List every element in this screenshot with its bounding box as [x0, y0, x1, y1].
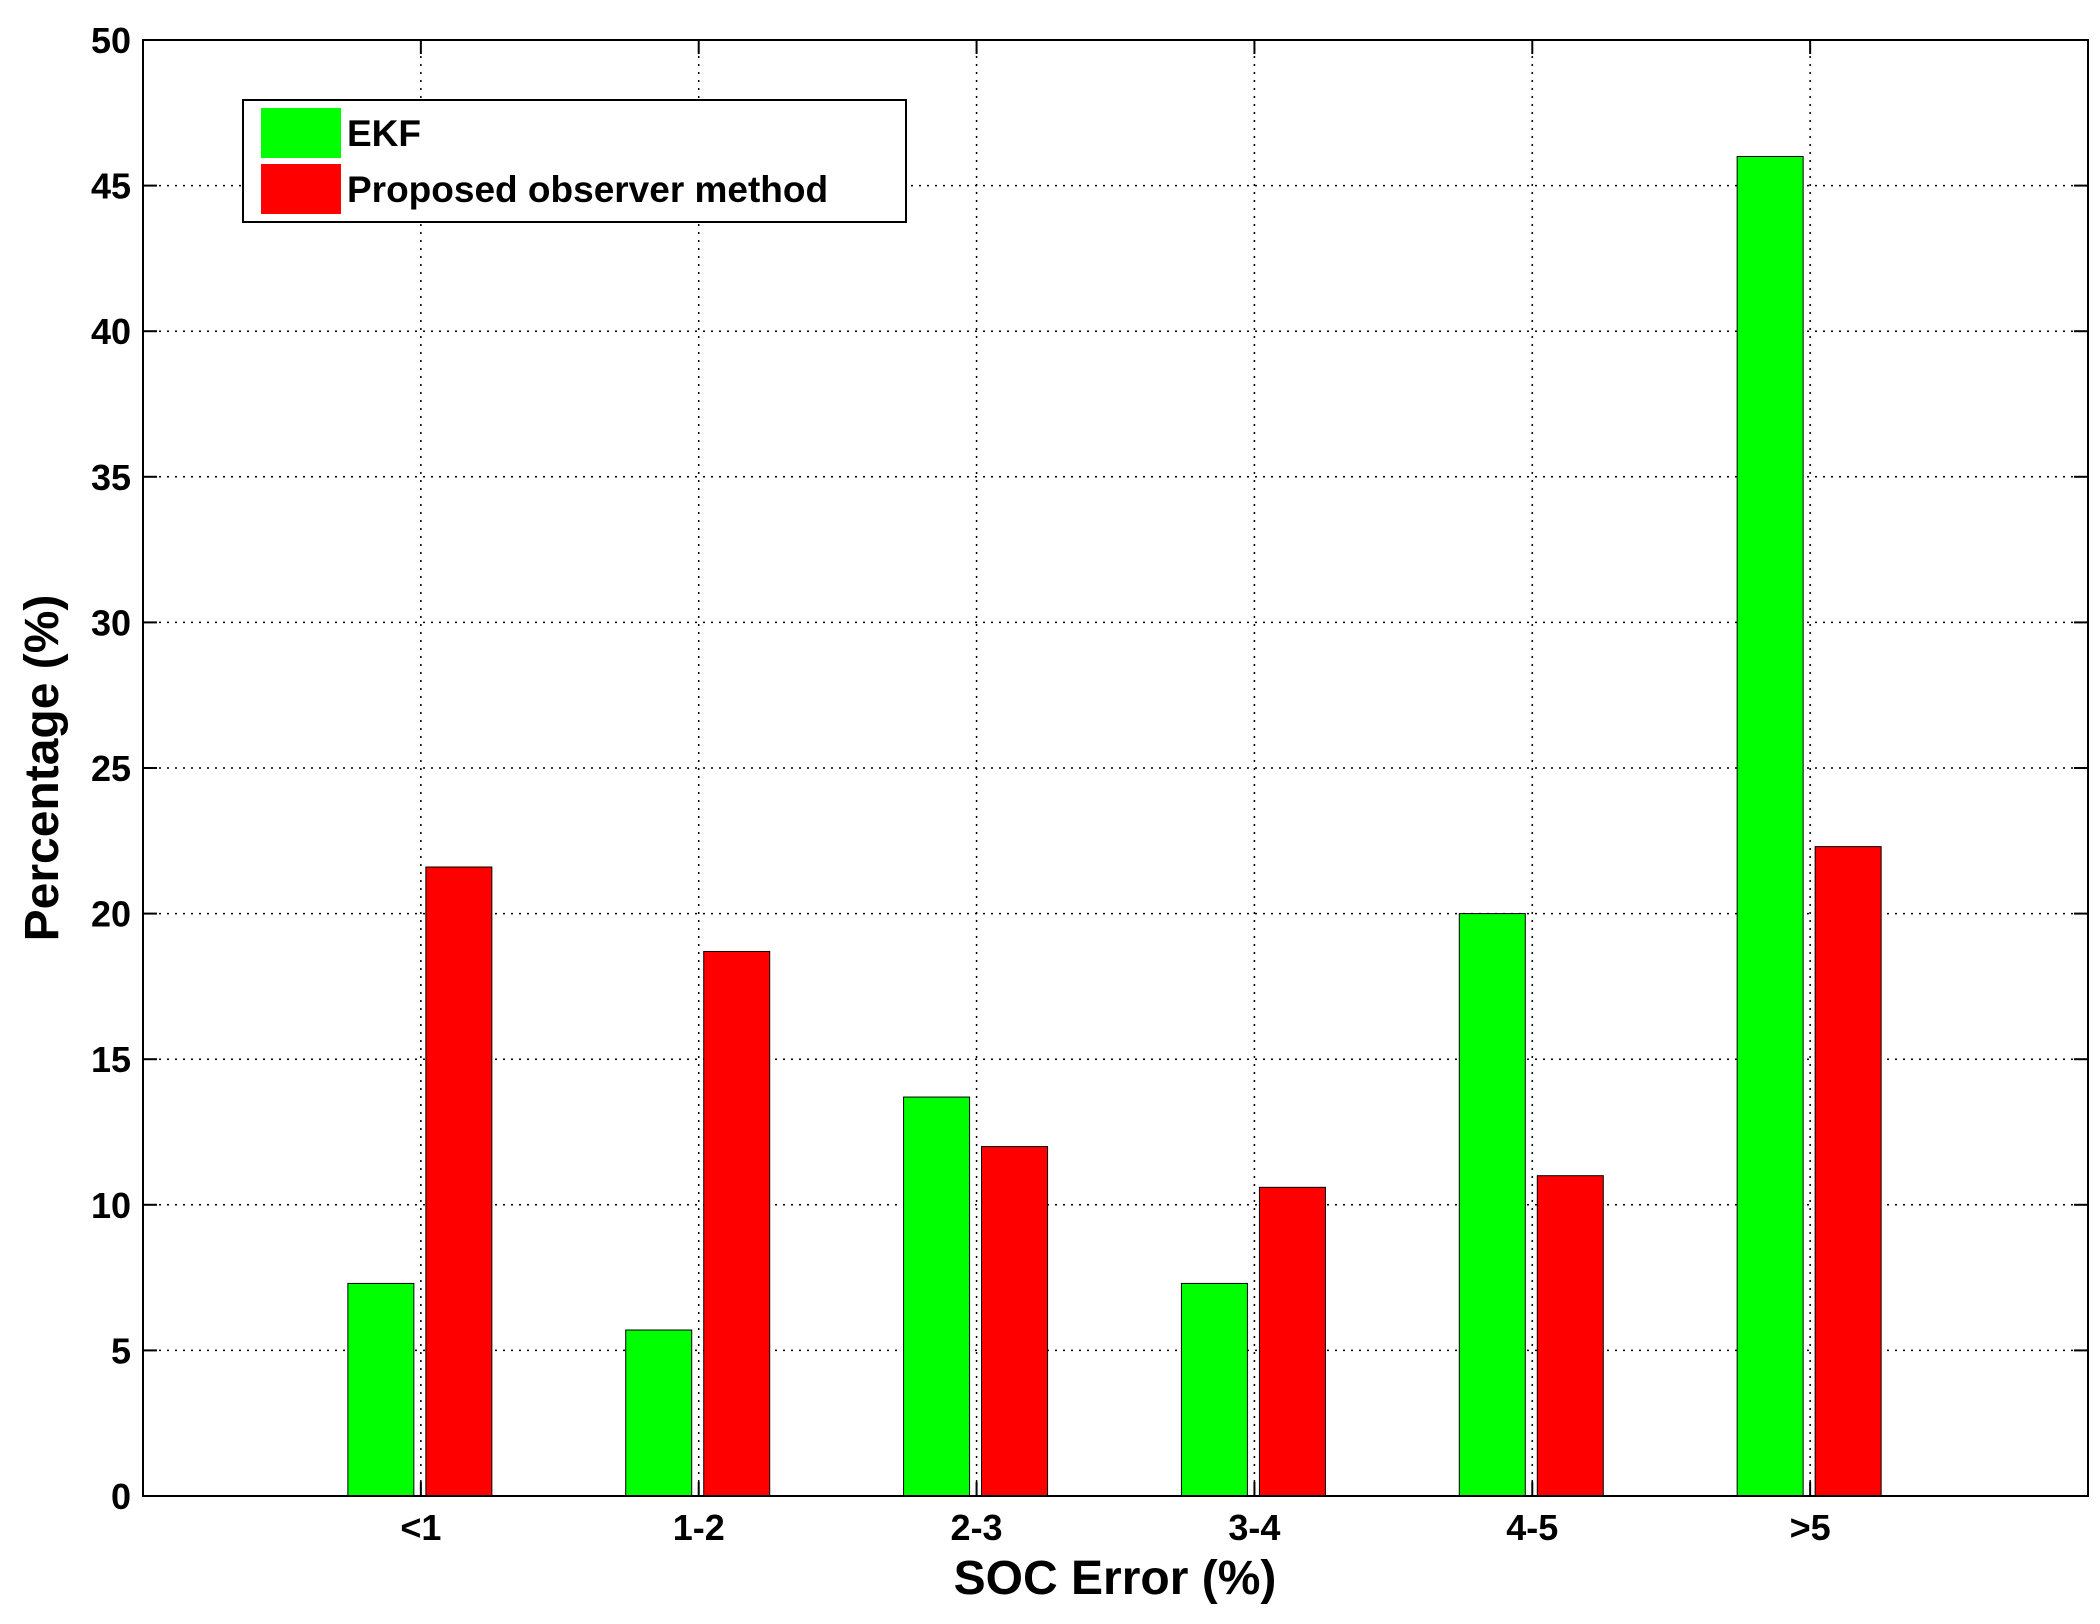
x-tick-label: >5 [1790, 1507, 1831, 1548]
legend-label: Proposed observer method [347, 169, 828, 210]
y-tick-label: 20 [91, 894, 131, 935]
bar-ekf-4 [1458, 913, 1526, 1497]
bar-ekf-0 [347, 1282, 415, 1497]
x-tick-label: 1-2 [673, 1507, 725, 1548]
y-tick-label: 30 [91, 602, 131, 643]
bar-proposed-1 [703, 950, 771, 1497]
y-tick-label: 15 [91, 1039, 131, 1080]
bar-ekf-3 [1180, 1282, 1248, 1497]
y-tick-label: 10 [91, 1185, 131, 1226]
y-tick-label: 50 [91, 20, 131, 61]
bar-ekf-5 [1736, 155, 1804, 1497]
y-tick-label: 40 [91, 311, 131, 352]
legend: EKF Proposed observer method [242, 99, 907, 223]
x-tick-label: 4-5 [1506, 1507, 1558, 1548]
legend-swatch [261, 108, 341, 158]
bar-proposed-2 [981, 1146, 1049, 1497]
bar-proposed-5 [1814, 846, 1882, 1497]
legend-swatch [261, 164, 341, 214]
bar-ekf-2 [903, 1096, 971, 1497]
bar-proposed-0 [425, 866, 493, 1497]
bar-proposed-4 [1536, 1175, 1604, 1497]
bars [347, 155, 1882, 1497]
y-tick-label: 0 [111, 1476, 131, 1517]
y-tick-label: 25 [91, 748, 131, 789]
ticks: 0 5 10 15 20 25 30 35 40 45 50 <1 1-2 2-3 3-4 4-5 >5 [91, 20, 2088, 1548]
x-axis-label: SOC Error (%) [954, 1552, 1277, 1605]
bar-proposed-3 [1258, 1186, 1326, 1497]
x-tick-label: 3-4 [1228, 1507, 1280, 1548]
y-tick-label: 35 [91, 457, 131, 498]
legend-box [242, 99, 907, 223]
legend-label: EKF [347, 113, 421, 154]
x-tick-label: <1 [400, 1507, 441, 1548]
x-tick-label: 2-3 [951, 1507, 1003, 1548]
y-tick-label: 5 [111, 1330, 131, 1371]
y-tick-label: 45 [91, 166, 131, 207]
grid [143, 40, 2088, 1496]
y-axis-label: Percentage (%) [16, 595, 69, 942]
bar-ekf-1 [625, 1329, 693, 1497]
